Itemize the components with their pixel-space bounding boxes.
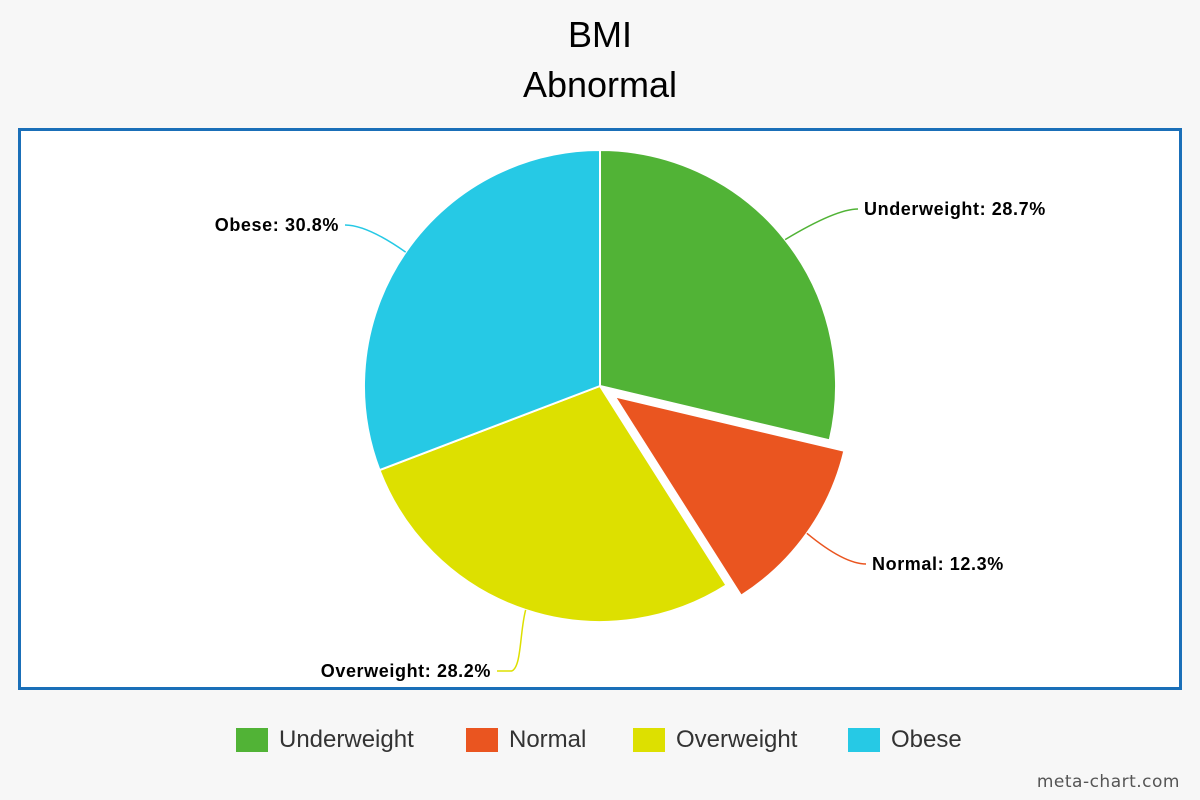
pie-slice-underweight[interactable] [599,149,837,442]
legend-item-obese[interactable]: Obese [848,722,962,758]
connector-line-overweight [497,609,527,672]
data-label-normal: Normal: 12.3% [872,554,1004,574]
legend-swatch-normal [466,728,498,752]
pie-slice-normal[interactable] [613,395,846,597]
legend-swatch-obese [848,728,880,752]
chart-subtitle: Abnormal [522,64,678,105]
legend-label-overweight: Overweight [676,726,798,753]
plot-area: Underweight: 28.7% Normal: 12.3% Overweigh… [18,128,1182,690]
connector-line-obese [344,224,407,253]
legend: Underweight Normal Overweight Obese [0,722,1200,758]
chart-title: BMI [567,14,632,55]
legend-item-overweight[interactable]: Overweight [633,722,797,758]
legend-swatch-overweight [633,728,665,752]
legend-label-obese: Obese [891,726,962,753]
data-label-obese: Obese: 30.8% [215,215,339,235]
legend-item-normal[interactable]: Normal [466,722,586,758]
legend-item-underweight[interactable]: Underweight [236,722,414,758]
legend-swatch-underweight [236,728,268,752]
data-label-overweight: Overweight: 28.2% [321,661,491,681]
legend-label-normal: Normal [509,726,587,753]
pie-slice-overweight[interactable] [378,385,728,623]
watermark[interactable]: meta-chart.com [1036,772,1180,792]
pie-chart: Underweight: 28.7% Normal: 12.3% Overweigh… [215,149,1046,681]
connector-line-underweight [784,208,859,241]
connector-line-normal [806,532,867,565]
data-label-underweight: Underweight: 28.7% [864,199,1046,219]
legend-label-underweight: Underweight [279,726,414,753]
